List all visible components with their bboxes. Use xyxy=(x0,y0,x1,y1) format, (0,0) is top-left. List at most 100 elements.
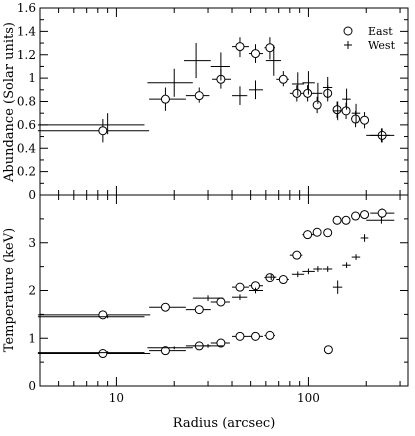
bottom-east-marker xyxy=(216,338,226,348)
top-east-marker xyxy=(341,106,351,116)
bottom-east-point xyxy=(302,230,315,240)
top-ytick-label: 1.2 xyxy=(17,48,36,62)
top-west-point xyxy=(248,80,264,100)
bottom-east-marker xyxy=(235,331,245,341)
top-west-point xyxy=(322,76,333,98)
bottom-east-marker xyxy=(250,331,260,341)
top-east-marker xyxy=(250,49,260,59)
bottom-east-point xyxy=(360,210,370,220)
legend-west-label: West xyxy=(368,39,396,52)
top-west-point xyxy=(265,45,282,76)
x-tick-label: 100 xyxy=(297,391,320,405)
bottom-west-point xyxy=(351,254,361,260)
bottom-west-point xyxy=(192,343,224,348)
top-y-axis-title: Abundance (Solar units) xyxy=(2,22,17,183)
bottom-east-point xyxy=(323,228,333,238)
bottom-west-point xyxy=(232,294,248,301)
top-ytick-label: 1 xyxy=(28,71,36,85)
bottom-east-marker xyxy=(292,250,302,260)
bottom-east-marker xyxy=(332,215,342,225)
bottom-east-point xyxy=(210,297,230,307)
top-east-point xyxy=(212,68,231,89)
bottom-east-point xyxy=(276,275,289,285)
x-axis-title: Radius (arcsec) xyxy=(173,416,276,431)
top-east-marker xyxy=(312,100,322,110)
top-ytick-label: 1.6 xyxy=(17,1,36,15)
top-east-marker xyxy=(265,43,275,53)
top-east-point xyxy=(312,96,322,114)
bottom-west-point xyxy=(313,266,323,272)
bottom-east-point xyxy=(370,208,395,218)
bottom-east-point xyxy=(37,349,151,359)
x-tick-label: 10 xyxy=(109,391,124,405)
top-east-point xyxy=(232,37,249,58)
top-west-point xyxy=(342,88,351,110)
top-west-point xyxy=(232,86,248,106)
top-east-marker xyxy=(194,91,204,101)
bottom-west-point xyxy=(265,274,277,280)
bottom-ytick-label: 1 xyxy=(28,331,36,345)
bottom-east-point xyxy=(323,345,333,355)
bottom-y-axis-title: Temperature (keV) xyxy=(2,228,17,352)
bottom-east-point xyxy=(289,250,303,260)
top-east-point xyxy=(302,85,315,102)
top-east-point xyxy=(37,119,150,143)
bottom-data-layer xyxy=(37,208,395,359)
top-ytick-label: 0 xyxy=(28,188,36,202)
bottom-east-marker xyxy=(194,305,204,315)
top-east-point xyxy=(276,71,289,87)
legend-east-label: East xyxy=(368,25,393,38)
top-east-point xyxy=(360,112,370,129)
top-west-point xyxy=(210,52,230,81)
bottom-west-point xyxy=(322,266,333,272)
legend: East West xyxy=(343,25,396,52)
bottom-east-marker xyxy=(312,227,322,237)
bottom-west-point xyxy=(37,315,145,319)
bottom-east-marker xyxy=(160,302,170,312)
bottom-east-point xyxy=(341,215,351,225)
bottom-west-point xyxy=(302,268,315,275)
bottom-east-marker xyxy=(160,346,170,356)
bottom-east-marker xyxy=(98,310,108,320)
top-west-point xyxy=(332,101,343,121)
bottom-east-point xyxy=(332,215,342,225)
bottom-ticks-layer: 0 1 2 3 10 100 xyxy=(28,195,408,405)
bottom-east-marker xyxy=(323,228,333,238)
bottom-east-point xyxy=(149,302,186,312)
bottom-west-point xyxy=(360,234,369,242)
top-ytick-label: 0.2 xyxy=(17,165,36,179)
top-data-layer xyxy=(37,37,395,143)
bottom-west-point xyxy=(192,295,224,302)
top-east-marker xyxy=(292,88,302,98)
top-east-marker xyxy=(160,94,170,104)
bottom-east-point xyxy=(232,282,249,292)
top-west-point xyxy=(302,71,315,95)
bottom-east-marker xyxy=(351,211,361,221)
bottom-west-point xyxy=(291,271,305,278)
bottom-east-marker xyxy=(377,208,387,218)
bottom-east-point xyxy=(312,227,322,237)
bottom-east-marker xyxy=(216,297,226,307)
bottom-plot-frame xyxy=(39,194,409,387)
legend-east-marker xyxy=(343,26,353,36)
bottom-east-point xyxy=(185,305,211,315)
bottom-east-point xyxy=(210,338,230,348)
top-east-point xyxy=(248,44,264,63)
bottom-east-marker xyxy=(360,210,370,220)
top-east-marker xyxy=(360,115,370,125)
bottom-east-point xyxy=(264,330,276,340)
top-plot-frame xyxy=(39,7,409,196)
top-east-marker xyxy=(278,74,288,84)
bottom-east-marker xyxy=(235,282,245,292)
bottom-ytick-label: 2 xyxy=(28,284,36,298)
bottom-east-marker xyxy=(265,330,275,340)
bottom-east-point xyxy=(37,310,151,320)
top-east-point xyxy=(149,87,186,111)
top-ytick-label: 1.4 xyxy=(17,24,36,38)
top-ticks-layer: 0 0.2 0.4 0.6 0.8 1 1.2 1.4 1.6 xyxy=(17,1,408,202)
top-west-point xyxy=(291,72,305,96)
bottom-west-point xyxy=(342,262,351,269)
bottom-east-point xyxy=(149,346,186,356)
bottom-west-point xyxy=(37,351,145,355)
